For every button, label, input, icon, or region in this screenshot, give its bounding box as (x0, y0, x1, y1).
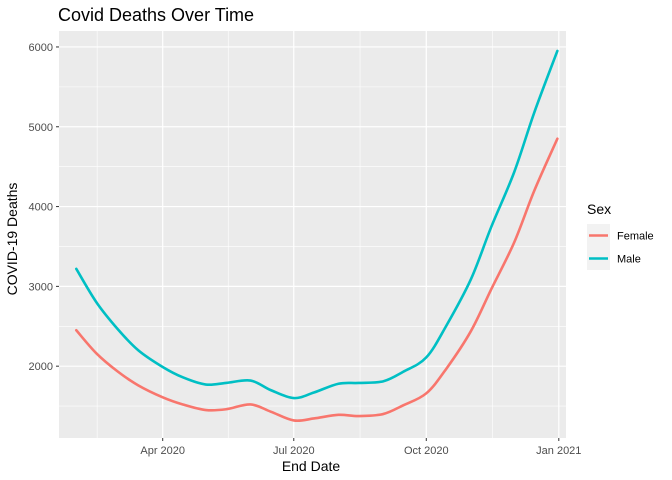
y-tick-label: 2000 (29, 361, 53, 373)
plot-panel (59, 31, 566, 438)
y-tick-label: 4000 (29, 202, 53, 214)
panel-background (59, 31, 566, 438)
legend: Sex Female Male (587, 201, 654, 270)
y-tick-label: 6000 (29, 42, 53, 54)
series-line-male (74, 49, 559, 400)
x-axis-title: End Date (282, 458, 341, 474)
grid-lines (59, 31, 566, 438)
x-tick-label: Apr 2020 (140, 445, 185, 457)
series-line-female (74, 137, 559, 423)
x-tick-label: Oct 2020 (404, 445, 449, 457)
series-lines (74, 49, 559, 423)
legend-title: Sex (587, 201, 611, 217)
x-tick-label: Jul 2020 (273, 445, 315, 457)
x-tick-label: Jan 2021 (536, 445, 581, 457)
y-axis-title: COVID-19 Deaths (4, 183, 20, 296)
y-tick-label: 5000 (29, 122, 53, 134)
y-axis-ticks: 2000 3000 4000 5000 6000 (29, 42, 59, 373)
legend-label-male: Male (617, 254, 641, 266)
chart-title: Covid Deaths Over Time (58, 5, 254, 25)
legend-label-female: Female (617, 231, 654, 243)
y-tick-label: 3000 (29, 281, 53, 293)
x-axis-ticks: Apr 2020 Jul 2020 Oct 2020 Jan 2021 (140, 438, 581, 457)
